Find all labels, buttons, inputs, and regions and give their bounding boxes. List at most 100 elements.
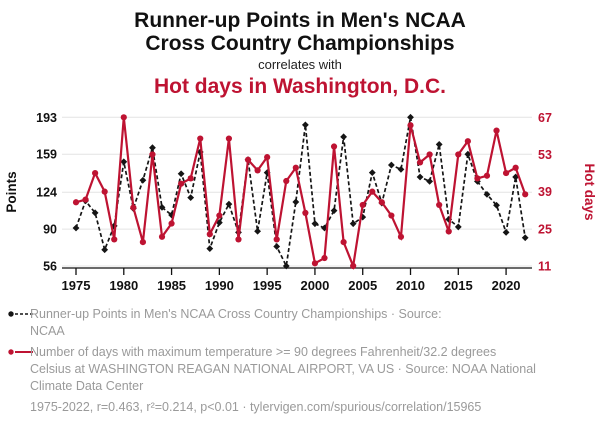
x-tick-label: 2015 <box>444 278 473 293</box>
right-tick-label: 25 <box>538 222 552 236</box>
data-point-diamond <box>435 141 443 148</box>
data-point-circle <box>426 151 433 158</box>
data-point-diamond <box>502 228 510 236</box>
data-point-circle <box>264 154 271 161</box>
data-point-circle <box>111 236 118 243</box>
chart-title-line2: Cross Country Championships <box>145 32 455 55</box>
chart-title-line1: Runner-up Points in Men's NCAA <box>134 9 466 32</box>
right-tick-label: 53 <box>538 148 552 162</box>
legend-entry-black-line1: Runner-up Points in Men's NCAA Cross Cou… <box>30 307 442 321</box>
data-point-diamond <box>454 223 462 231</box>
data-point-diamond <box>273 243 281 250</box>
data-point-diamond <box>187 194 195 202</box>
legend-entry-red-line3: Climate Data Center <box>30 379 144 393</box>
data-point-diamond <box>330 207 338 215</box>
data-point-circle <box>168 220 175 227</box>
left-tick-label: 193 <box>36 111 57 125</box>
data-point-circle <box>120 114 127 121</box>
data-point-circle <box>378 199 385 206</box>
data-point-diamond <box>416 173 424 181</box>
data-point-diamond <box>101 246 109 254</box>
chart-title: Runner-up Points in Men's NCAA Cross Cou… <box>0 9 600 55</box>
left-tick-label: 56 <box>43 260 57 274</box>
legend-entry-red-line2: Celsius at WASHINGTON REAGAN NATIONAL AI… <box>30 362 536 376</box>
data-point-circle <box>493 127 500 134</box>
data-point-circle <box>522 191 529 198</box>
data-point-diamond <box>139 176 147 184</box>
correlates-with-text: correlates with <box>258 57 342 72</box>
x-tick-label: 2020 <box>492 278 521 293</box>
legend-entry-black: Runner-up Points in Men's NCAA Cross Cou… <box>30 306 570 340</box>
data-point-diamond <box>282 262 290 270</box>
data-point-diamond <box>426 177 434 185</box>
left-axis-title: Points <box>4 171 19 212</box>
data-point-circle <box>464 138 471 145</box>
x-tick-label: 2000 <box>300 278 329 293</box>
data-point-diamond <box>292 198 300 206</box>
data-point-circle <box>455 151 462 158</box>
data-point-circle <box>139 239 147 246</box>
legend-entry-red: Number of days with maximum temperature … <box>30 344 595 395</box>
data-point-circle <box>512 164 519 171</box>
data-point-diamond <box>91 209 99 217</box>
legend-entry-black-line2: NCAA <box>30 324 65 338</box>
data-point-circle <box>187 175 194 182</box>
data-point-diamond <box>177 170 185 178</box>
data-point-circle <box>101 188 108 195</box>
data-point-diamond <box>397 165 405 173</box>
data-point-diamond <box>340 133 348 141</box>
left-tick-label: 124 <box>36 186 57 200</box>
data-point-circle <box>483 172 491 179</box>
data-point-circle <box>92 169 99 177</box>
data-point-circle <box>397 233 405 240</box>
data-point-circle <box>273 236 280 243</box>
data-point-diamond <box>349 220 357 228</box>
data-point-diamond <box>445 215 453 223</box>
x-tick-label: 1995 <box>253 278 282 293</box>
data-point-circle <box>130 204 137 211</box>
chart-subtitle-red: Hot days in Washington, D.C. <box>153 75 447 98</box>
line-chart-plot: 1975 1980 1985 1990 1995 2000 2005 2010 2015 2020… <box>4 111 597 293</box>
data-point-diamond <box>168 211 175 219</box>
data-point-circle <box>158 233 166 240</box>
data-point-circle <box>216 212 223 219</box>
x-tick-label: 1985 <box>157 278 186 293</box>
right-tick-label: 67 <box>538 111 552 125</box>
data-point-circle <box>197 135 204 142</box>
data-point-diamond <box>254 227 261 235</box>
data-point-circle <box>388 212 395 219</box>
data-point-diamond <box>215 219 223 226</box>
data-point-diamond <box>493 201 500 209</box>
black-series-legend-marker-icon <box>8 311 33 317</box>
data-point-diamond <box>72 224 80 232</box>
data-point-circle <box>82 196 89 203</box>
data-point-circle <box>502 169 510 177</box>
data-point-circle <box>330 143 338 150</box>
data-point-diamond <box>521 234 529 242</box>
data-point-circle <box>416 159 424 166</box>
left-tick-label: 159 <box>36 148 57 162</box>
data-point-diamond <box>387 161 395 169</box>
x-tick-label: 2005 <box>348 278 377 293</box>
data-point-circle <box>302 209 309 216</box>
data-point-circle <box>149 151 156 158</box>
data-point-diamond <box>149 144 156 152</box>
data-point-diamond <box>483 190 491 198</box>
data-point-circle <box>244 156 252 163</box>
data-point-diamond <box>311 220 319 228</box>
data-point-circle <box>407 122 414 129</box>
data-point-diamond <box>368 169 376 177</box>
right-axis-title: Hot days <box>582 163 597 220</box>
x-tick-label: 1975 <box>62 278 91 293</box>
data-point-circle <box>72 199 80 206</box>
data-point-circle <box>206 231 213 238</box>
legend-entry-red-line1: Number of days with maximum temperature … <box>30 345 497 359</box>
data-point-diamond <box>464 150 472 158</box>
data-point-circle <box>321 254 328 262</box>
x-tick-label: 1990 <box>205 278 234 293</box>
data-point-circle <box>225 135 233 142</box>
data-point-circle <box>445 228 452 235</box>
x-tick-label: 1980 <box>109 278 138 293</box>
data-point-circle <box>292 164 299 171</box>
